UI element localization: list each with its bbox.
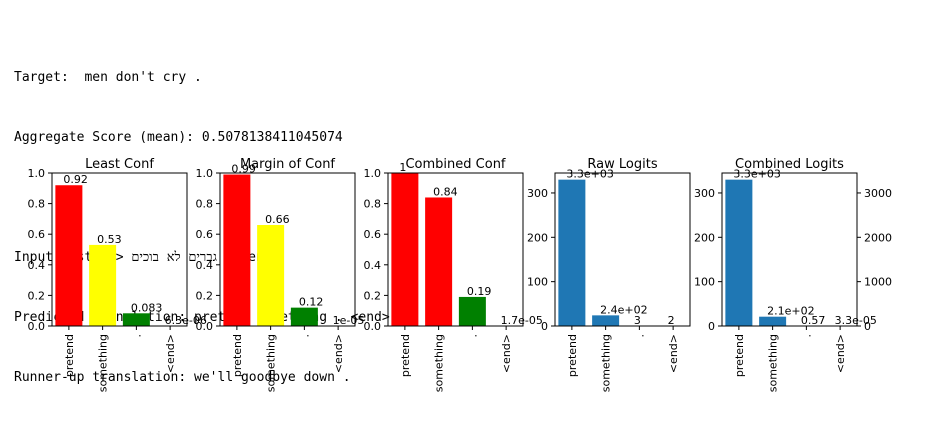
y-tick-label: 0.2	[364, 289, 382, 302]
y-tick-label: 1.0	[28, 167, 46, 180]
bar-value-label: 3.3e+03	[733, 168, 780, 181]
bar-value-label: 3.3e+03	[566, 168, 613, 181]
bar-value-label: 0.84	[433, 185, 458, 198]
x-tick-label: something	[600, 334, 613, 392]
bar-value-label: 1.7e-05	[501, 314, 543, 327]
y-tick-label: 0.6	[28, 228, 46, 241]
y-tick-label: 0.2	[28, 289, 46, 302]
x-tick-label: something	[97, 334, 110, 392]
bar	[725, 179, 753, 326]
bar	[592, 315, 620, 326]
y-tick-label: 300	[527, 187, 548, 200]
x-tick-label: pretend	[566, 334, 579, 377]
y-tick-label: 0.4	[196, 259, 214, 272]
y-tick-label: 0.8	[196, 198, 214, 211]
y-tick-label: 2000	[864, 231, 892, 244]
bar	[759, 316, 787, 326]
y-tick-label: 300	[694, 187, 715, 200]
chart-title: Least Conf	[85, 157, 154, 172]
bar-value-label: 3.3e-05	[835, 314, 877, 327]
chart-title: Margin of Conf	[240, 157, 335, 172]
y-tick-label: 0.6	[364, 228, 382, 241]
x-tick-label: <end>	[667, 334, 680, 373]
x-tick-label: pretend	[63, 334, 76, 377]
y-tick-label: 1.0	[196, 167, 214, 180]
y-tick-label: 200	[527, 231, 548, 244]
y-tick-label: 0	[541, 320, 548, 333]
x-tick-label: <end>	[164, 334, 177, 373]
x-tick-label: pretend	[733, 334, 746, 377]
y-tick-label: 0.0	[364, 320, 382, 333]
bar-value-label: 6.3e-06	[165, 314, 207, 327]
plot-frame	[387, 172, 524, 327]
runner-up-translation-line: Runner-up translation: we'll goodbye dow…	[14, 370, 351, 385]
bar-value-label: 0.19	[467, 285, 492, 298]
bar	[55, 185, 83, 326]
bar-value-label: 0.53	[97, 233, 122, 246]
y-tick-label: 0.0	[28, 320, 46, 333]
bar	[425, 197, 453, 326]
y-tick-label: 1.0	[364, 167, 382, 180]
y-tick-label: 0.6	[196, 228, 214, 241]
y-tick-label: 0.4	[28, 259, 46, 272]
plot-frame	[51, 172, 188, 327]
y-tick-label: 3000	[864, 187, 892, 200]
bar	[223, 174, 251, 326]
chart-title: Combined Conf	[405, 157, 505, 172]
x-tick-label: <end>	[332, 334, 345, 373]
chart-title: Combined Logits	[735, 157, 844, 172]
x-tick-label: something	[433, 334, 446, 392]
x-tick-label: .	[633, 334, 646, 338]
bar-value-label: 2.4e+02	[600, 303, 647, 316]
chart-title: Raw Logits	[587, 157, 657, 172]
y-tick-label: 0.0	[196, 320, 214, 333]
x-tick-label: .	[466, 334, 479, 338]
x-tick-label: pretend	[399, 334, 412, 377]
bar-value-label: 0.12	[299, 296, 324, 309]
bar-value-label: 0.083	[131, 301, 163, 314]
x-tick-label: <end>	[834, 334, 847, 373]
y-tick-label: 0.4	[364, 259, 382, 272]
target-line: Target: men don't cry .	[14, 70, 202, 85]
bar	[257, 225, 285, 326]
x-tick-label: .	[800, 334, 813, 338]
bar-value-label: 0.99	[231, 163, 256, 176]
bar-value-label: 1e-05	[333, 314, 365, 327]
y-tick-label: 0.2	[196, 289, 214, 302]
y-tick-label: 1000	[864, 276, 892, 289]
x-tick-label: something	[767, 334, 780, 392]
bar	[122, 313, 150, 326]
bar	[558, 179, 586, 326]
bar	[391, 173, 419, 326]
bar-value-label: 0.92	[63, 173, 88, 186]
bar-value-label: 0.57	[801, 314, 826, 327]
bar-value-label: 1	[399, 161, 406, 174]
bar	[89, 244, 117, 326]
y-tick-label: 100	[694, 276, 715, 289]
bar-value-label: 2	[668, 314, 675, 327]
plot-frame	[554, 172, 691, 327]
bar-value-label: 3	[634, 314, 641, 327]
x-tick-label: pretend	[231, 334, 244, 377]
x-tick-label: .	[130, 334, 143, 338]
y-tick-label: 0.8	[28, 198, 46, 211]
y-tick-label: 0	[864, 320, 871, 333]
y-tick-label: 0.8	[364, 198, 382, 211]
aggregate-score-line: Aggregate Score (mean): 0.50781384110450…	[14, 130, 343, 145]
bar-value-label: 2.1e+02	[767, 305, 814, 318]
y-tick-label: 100	[527, 276, 548, 289]
bar-value-label: 0.66	[265, 213, 290, 226]
plot-frame	[721, 172, 858, 327]
x-tick-label: .	[298, 334, 311, 338]
x-tick-label: something	[265, 334, 278, 392]
x-tick-label: <end>	[500, 334, 513, 373]
bar	[458, 296, 486, 326]
y-tick-label: 0	[708, 320, 715, 333]
y-tick-label: 200	[694, 231, 715, 244]
bar	[290, 307, 318, 326]
plot-frame	[219, 172, 356, 327]
